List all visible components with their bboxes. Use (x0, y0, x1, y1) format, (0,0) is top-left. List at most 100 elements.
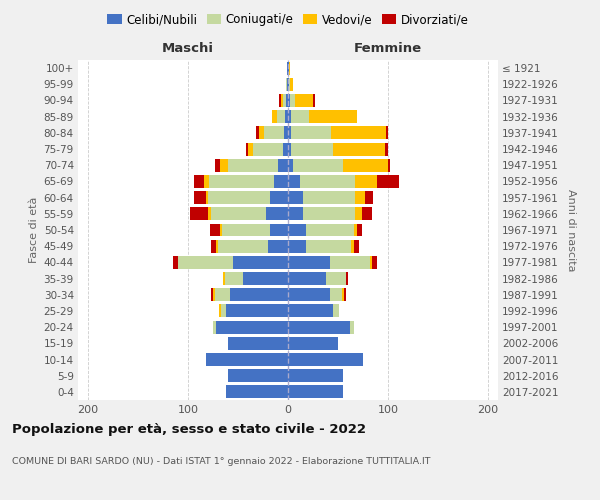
Bar (365, 191, 373, 204)
Bar (218, 240, 268, 252)
Bar (288, 78, 289, 91)
Y-axis label: Fasce di età: Fasce di età (29, 197, 40, 263)
Bar (210, 224, 220, 236)
Bar (223, 272, 225, 285)
Bar (277, 110, 285, 123)
Bar (330, 288, 342, 301)
Bar (286, 94, 288, 107)
Bar (281, 94, 283, 107)
Bar (216, 240, 218, 252)
Bar (288, 256, 330, 269)
Bar (385, 142, 388, 156)
Bar (290, 94, 295, 107)
Bar (194, 191, 206, 204)
Bar (303, 191, 355, 204)
Bar (289, 78, 290, 91)
Bar (228, 337, 288, 350)
Bar (206, 353, 288, 366)
Bar (288, 159, 293, 172)
Bar (178, 256, 233, 269)
Bar (309, 110, 357, 123)
Bar (291, 142, 333, 156)
Bar (346, 272, 348, 285)
Bar (259, 126, 264, 140)
Bar (211, 240, 216, 252)
Bar (208, 208, 211, 220)
Bar (256, 126, 259, 140)
Bar (388, 159, 390, 172)
Bar (211, 288, 213, 301)
Bar (306, 240, 351, 252)
Bar (270, 224, 288, 236)
Bar (253, 142, 283, 156)
Bar (220, 159, 228, 172)
Bar (279, 94, 281, 107)
Bar (222, 224, 270, 236)
Bar (288, 240, 306, 252)
Bar (290, 78, 293, 91)
Bar (354, 240, 359, 252)
Bar (291, 126, 331, 140)
Bar (362, 208, 372, 220)
Bar (283, 142, 288, 156)
Legend: Celibi/Nubili, Coniugati/e, Vedovi/e, Divorziati/e: Celibi/Nubili, Coniugati/e, Vedovi/e, Di… (103, 8, 473, 31)
Text: Femmine: Femmine (354, 42, 422, 55)
Bar (291, 110, 309, 123)
Bar (283, 94, 286, 107)
Bar (246, 142, 248, 156)
Bar (228, 369, 288, 382)
Bar (278, 159, 288, 172)
Bar (386, 126, 388, 140)
Bar (289, 62, 290, 74)
Bar (206, 191, 208, 204)
Bar (270, 191, 288, 204)
Bar (306, 224, 354, 236)
Text: COMUNE DI BARI SARDO (NU) - Dati ISTAT 1° gennaio 2022 - Elaborazione TUTTITALIA: COMUNE DI BARI SARDO (NU) - Dati ISTAT 1… (12, 458, 431, 466)
Bar (204, 175, 209, 188)
Bar (288, 304, 333, 318)
Bar (248, 142, 253, 156)
Bar (286, 78, 287, 91)
Bar (272, 110, 277, 123)
Bar (357, 224, 362, 236)
Bar (219, 304, 221, 318)
Text: Popolazione per età, sesso e stato civile - 2022: Popolazione per età, sesso e stato civil… (12, 422, 366, 436)
Bar (343, 159, 388, 172)
Bar (330, 256, 370, 269)
Bar (303, 208, 355, 220)
Bar (209, 175, 274, 188)
Bar (288, 126, 291, 140)
Bar (287, 78, 288, 91)
Bar (225, 272, 243, 285)
Bar (274, 175, 288, 188)
Text: Maschi: Maschi (162, 42, 214, 55)
Bar (288, 191, 303, 204)
Bar (372, 256, 377, 269)
Bar (215, 159, 220, 172)
Bar (331, 126, 386, 140)
Bar (190, 208, 208, 220)
Bar (173, 256, 178, 269)
Bar (300, 175, 355, 188)
Bar (221, 304, 226, 318)
Bar (268, 240, 288, 252)
Bar (287, 62, 288, 74)
Bar (342, 288, 344, 301)
Bar (377, 175, 399, 188)
Bar (233, 256, 288, 269)
Bar (288, 208, 303, 220)
Bar (355, 191, 365, 204)
Bar (288, 142, 291, 156)
Bar (226, 304, 288, 318)
Bar (288, 224, 306, 236)
Bar (194, 175, 204, 188)
Bar (228, 159, 278, 172)
Bar (266, 208, 288, 220)
Bar (213, 320, 216, 334)
Bar (288, 94, 290, 107)
Bar (243, 272, 288, 285)
Bar (350, 320, 354, 334)
Bar (344, 288, 346, 301)
Bar (288, 369, 343, 382)
Bar (215, 288, 230, 301)
